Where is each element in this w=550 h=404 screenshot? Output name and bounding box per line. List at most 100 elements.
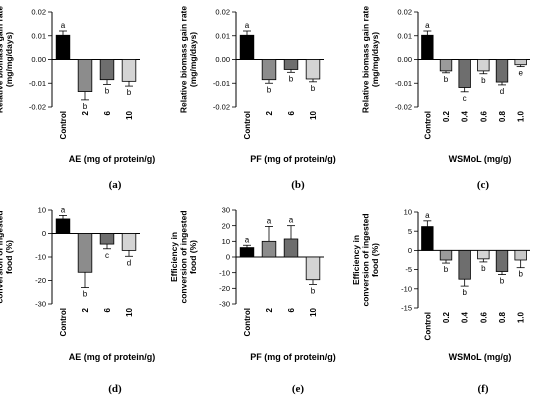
- significance-letter: b: [83, 290, 88, 299]
- bar-10: [121, 233, 137, 251]
- significance-letter: a: [245, 21, 250, 30]
- y-tick-label: -0.01: [213, 79, 230, 88]
- x-tick-label: 2: [81, 110, 90, 115]
- significance-letter: a: [425, 21, 430, 30]
- y-tick-label: -0.02: [395, 103, 412, 112]
- significance-letter: b: [105, 86, 110, 95]
- x-tick-label: 10: [309, 110, 318, 119]
- x-tick-label: 1.0: [517, 110, 526, 122]
- bar-0.6: [477, 249, 490, 260]
- significance-letter: a: [61, 205, 66, 214]
- bar-0.8: [495, 59, 509, 83]
- bar-2: [261, 240, 277, 258]
- panel-e: -30 -20 -10 0 10 20 30 a Control a 2 a 6 b 10 PF (mg of…: [169, 206, 336, 395]
- y-tick-label: -10: [35, 253, 46, 262]
- panel-b: -0.02 -0.01 0.00 0.01 0.02 a Control b 2 b 6 b 10 PF …: [179, 6, 336, 191]
- x-tick-label: 0.4: [461, 311, 470, 323]
- x-tick-label: 6: [103, 110, 112, 115]
- y-tick-label: -30: [35, 300, 46, 309]
- y-tick-label: -0.01: [395, 79, 412, 88]
- significance-letter: b: [444, 265, 449, 274]
- x-tick-label: 10: [125, 110, 134, 119]
- x-tick-label: Control: [59, 111, 68, 139]
- bar-0.2: [439, 249, 453, 261]
- y-axis-title: (mg/mg/days): [370, 32, 380, 87]
- bar-0.8: [495, 249, 509, 272]
- y-tick-label: -20: [219, 284, 230, 293]
- x-tick-label: 1.0: [517, 311, 526, 323]
- y-tick-label: 0.02: [215, 8, 230, 17]
- bar-2: [261, 59, 277, 81]
- x-tick-label: 0.6: [479, 110, 488, 122]
- panel-label: (c): [477, 179, 490, 191]
- x-tick-label: 2: [265, 110, 274, 115]
- y-tick-label: -10: [401, 284, 412, 293]
- significance-letter: b: [267, 85, 272, 94]
- y-tick-label: 0.01: [215, 31, 230, 40]
- y-tick-label: -0.01: [29, 79, 46, 88]
- y-tick-label: -10: [219, 268, 230, 277]
- significance-letter: b: [83, 102, 88, 111]
- x-tick-label: 6: [287, 307, 296, 312]
- y-tick-label: 20: [222, 221, 230, 230]
- y-tick-label: 0.01: [397, 31, 412, 40]
- significance-letter: b: [289, 74, 294, 83]
- bar-2: [77, 59, 93, 92]
- bar-2: [77, 233, 93, 273]
- significance-letter: d: [500, 87, 504, 96]
- y-tick-label: 0: [408, 246, 412, 255]
- x-tick-label: 0.6: [479, 311, 488, 323]
- panel-label: (e): [292, 383, 305, 395]
- y-tick-label: 10: [38, 206, 46, 215]
- y-axis-title: Relative biomass gain rate: [179, 6, 189, 114]
- bar-control: [239, 247, 255, 258]
- significance-letter: b: [462, 288, 467, 297]
- panel-label: (f): [478, 383, 489, 395]
- y-tick-label: -20: [35, 276, 46, 285]
- bar-0.4: [458, 249, 471, 280]
- y-tick-label: 0.00: [31, 55, 46, 64]
- significance-letter: b: [311, 84, 316, 93]
- significance-letter: a: [245, 235, 250, 244]
- x-tick-label: Control: [243, 308, 252, 336]
- y-tick-label: -5: [405, 265, 412, 274]
- y-tick-label: 5: [408, 227, 412, 236]
- x-tick-label: 10: [125, 307, 134, 316]
- bar-6: [99, 59, 115, 81]
- significance-letter: c: [463, 94, 467, 103]
- y-tick-label: 0.02: [397, 8, 412, 17]
- y-tick-label: 10: [404, 208, 412, 217]
- x-axis-title: AE (mg of protein/g): [69, 154, 156, 164]
- y-axis-title: food (%): [4, 240, 14, 274]
- y-tick-label: 0.01: [31, 31, 46, 40]
- significance-letter: b: [127, 88, 132, 97]
- significance-letter: a: [425, 211, 430, 220]
- bar-10: [121, 59, 137, 82]
- x-tick-label: Control: [243, 111, 252, 139]
- x-axis-title: PF (mg of protein/g): [250, 352, 336, 362]
- bar-control: [55, 34, 71, 60]
- y-axis-title: food (%): [370, 243, 380, 277]
- significance-letter: a: [267, 216, 272, 225]
- significance-letter: d: [127, 258, 131, 267]
- x-axis-title: PF (mg of protein/g): [250, 154, 336, 164]
- bar-control: [421, 34, 434, 60]
- y-tick-label: -30: [219, 300, 230, 309]
- y-tick-label: 0.00: [215, 55, 230, 64]
- y-axis-title: (mg/mg/days): [4, 32, 14, 87]
- significance-letter: b: [481, 264, 486, 273]
- x-tick-label: 6: [287, 110, 296, 115]
- bar-10: [305, 59, 321, 80]
- y-axis-title: food (%): [188, 240, 198, 274]
- bar-1.0: [514, 249, 527, 261]
- x-tick-label: 0.2: [442, 311, 451, 323]
- y-tick-label: -0.02: [213, 103, 230, 112]
- y-tick-label: -0.02: [29, 103, 46, 112]
- x-tick-label: Control: [423, 111, 432, 139]
- bar-10: [305, 256, 321, 281]
- bar-0.4: [458, 59, 471, 88]
- bar-control: [239, 34, 255, 60]
- significance-letter: b: [500, 277, 505, 286]
